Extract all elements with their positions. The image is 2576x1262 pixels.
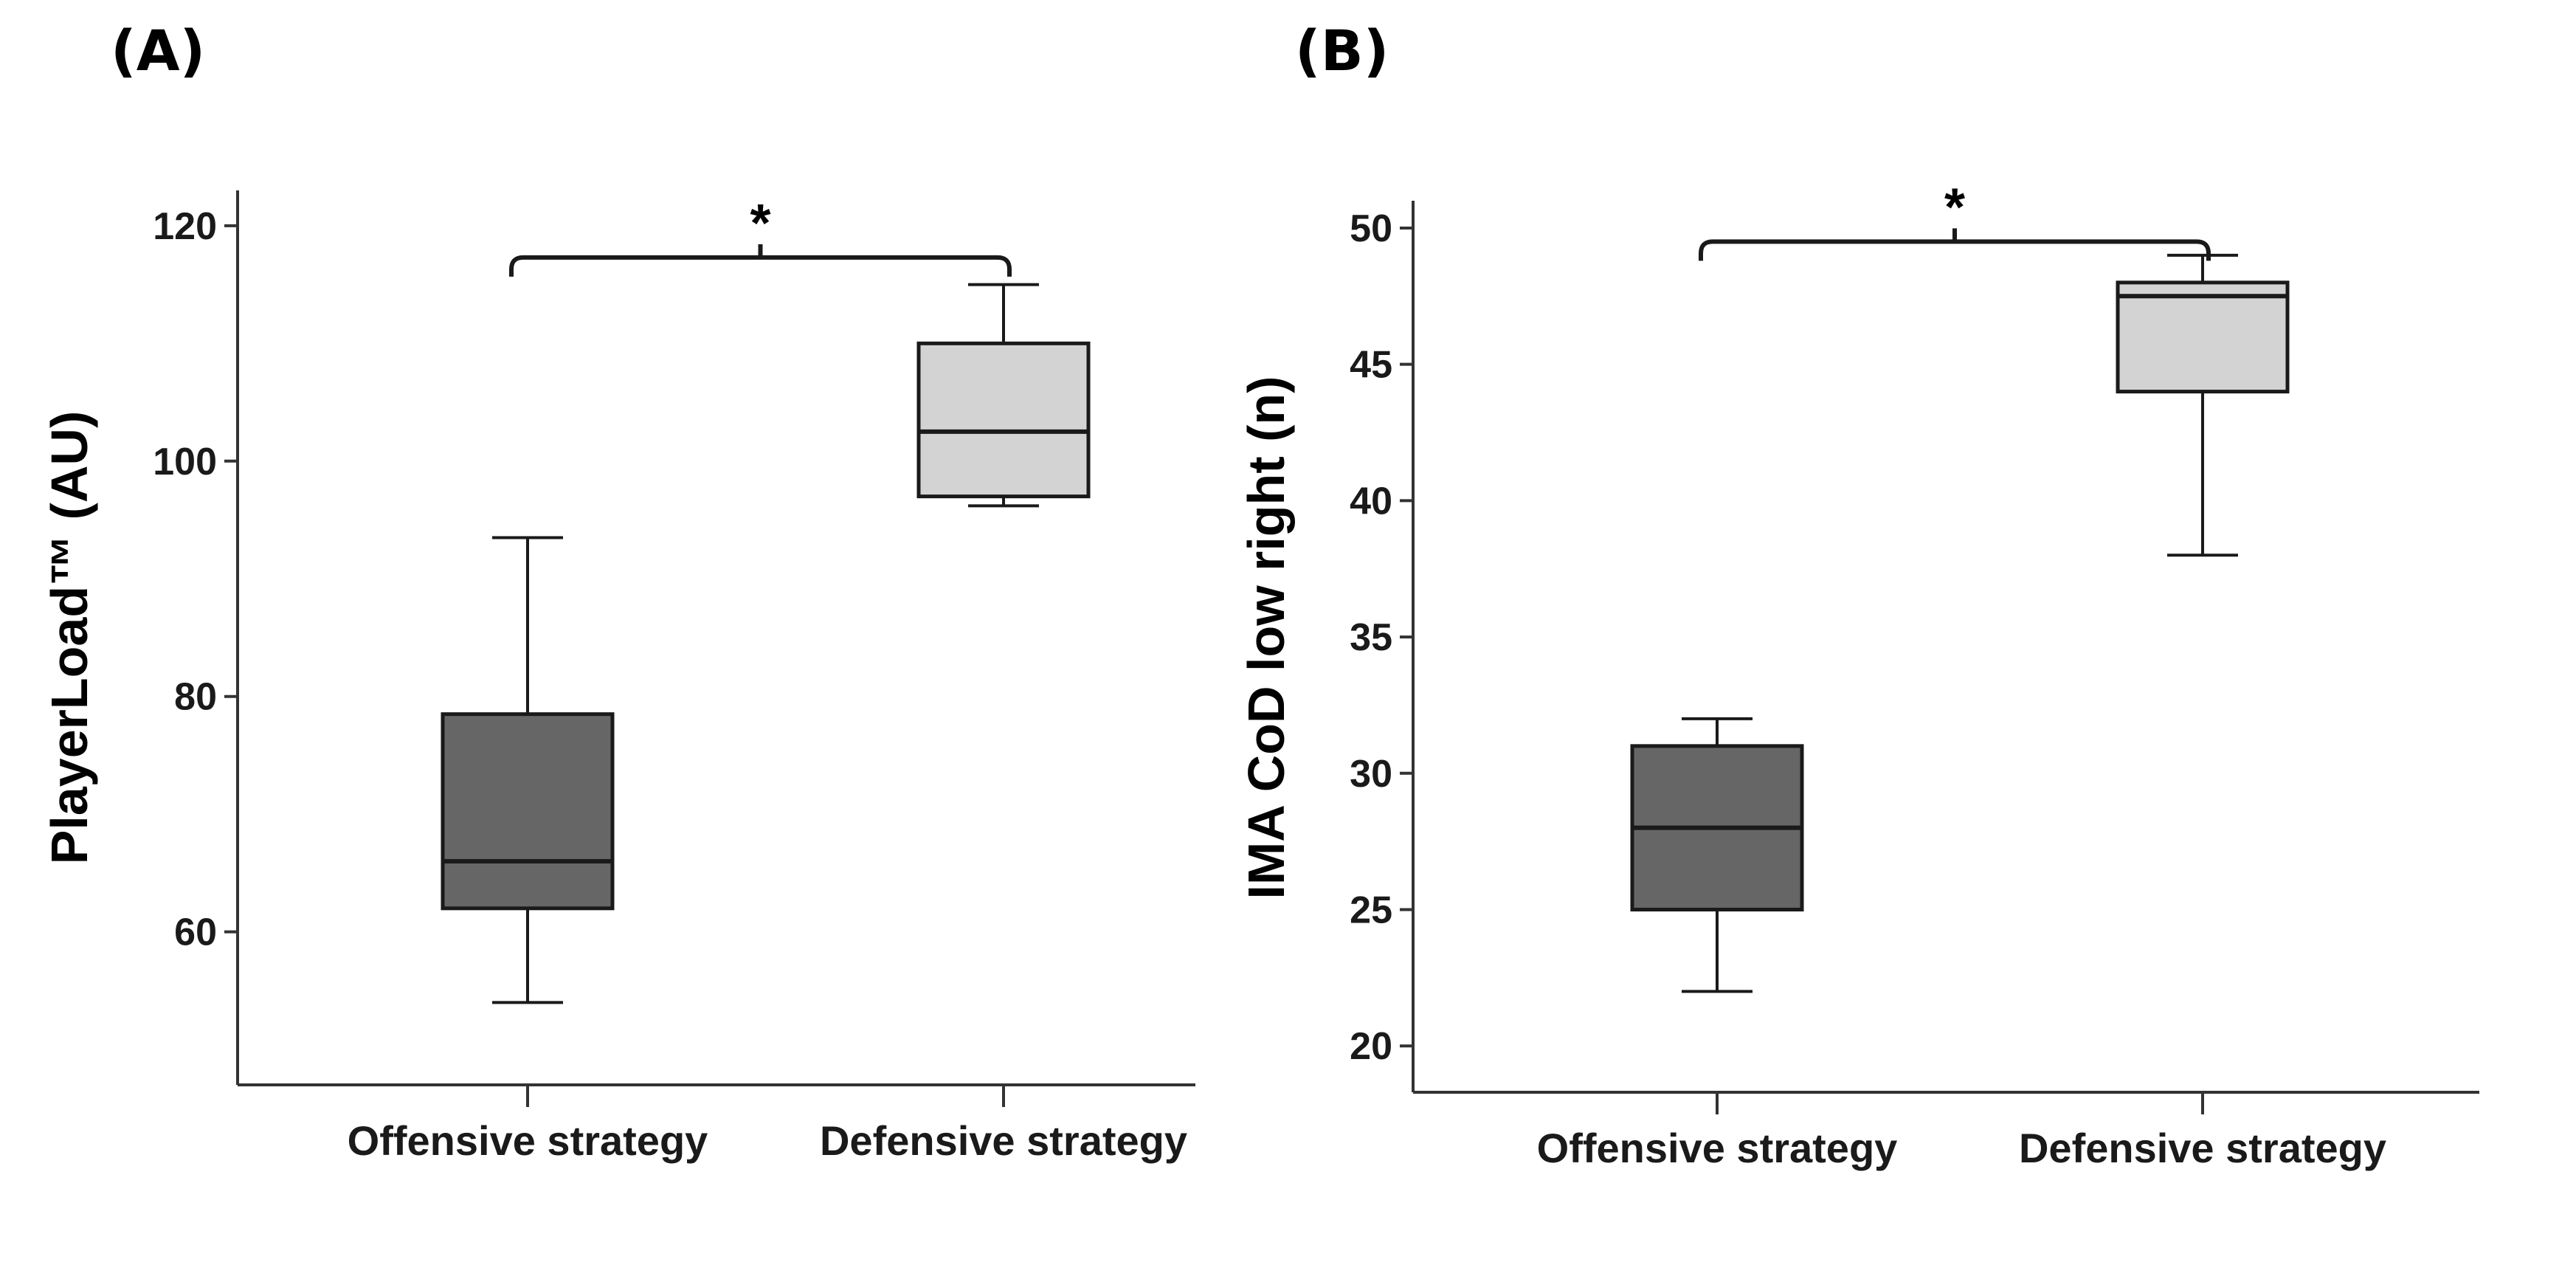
y-tick-label: 25	[1350, 889, 1392, 931]
iqr-box	[441, 712, 615, 911]
x-tick-label: Offensive strategy	[348, 1117, 708, 1164]
y-tick-label: 120	[153, 205, 217, 248]
y-tick-label: 50	[1350, 207, 1392, 250]
significance-star: *	[1944, 178, 1965, 237]
y-tick-label: 80	[174, 676, 217, 719]
y-tick-label: 45	[1350, 344, 1392, 387]
x-tick-label: Defensive strategy	[820, 1117, 1187, 1164]
box-offensive	[1630, 717, 1804, 993]
panel-b: (B) 20 25 30 35 40 45 50 IMA CoD low right (n) Of…	[1237, 18, 2479, 1171]
panel-label: (A)	[111, 18, 205, 83]
panel-a: (A) 60 80 100 120 PlayerLoad™ (AU) Offensive s…	[41, 18, 1195, 1164]
iqr-box	[2116, 280, 2290, 394]
significance-bracket	[509, 255, 1012, 277]
box-defensive	[916, 283, 1091, 508]
y-tick-label: 100	[153, 441, 217, 483]
x-tick-label: Defensive strategy	[2019, 1125, 2386, 1171]
iqr-box	[916, 341, 1091, 499]
significance-bracket	[1699, 239, 2211, 261]
y-tick-label: 30	[1350, 753, 1392, 796]
y-tick-label: 40	[1350, 480, 1392, 523]
panel-label: (B)	[1295, 18, 1389, 83]
y-tick-label: 35	[1350, 616, 1392, 659]
y-tick-label: 20	[1350, 1025, 1392, 1068]
y-axis-title: PlayerLoad™ (AU)	[41, 411, 98, 865]
x-tick-label: Offensive strategy	[1537, 1125, 1898, 1171]
box-offensive	[441, 536, 615, 1004]
box-defensive	[2116, 253, 2290, 557]
y-axis-title: IMA CoD low right (n)	[1237, 376, 1295, 900]
y-tick-label: 60	[174, 911, 217, 954]
significance-star: *	[750, 194, 770, 253]
